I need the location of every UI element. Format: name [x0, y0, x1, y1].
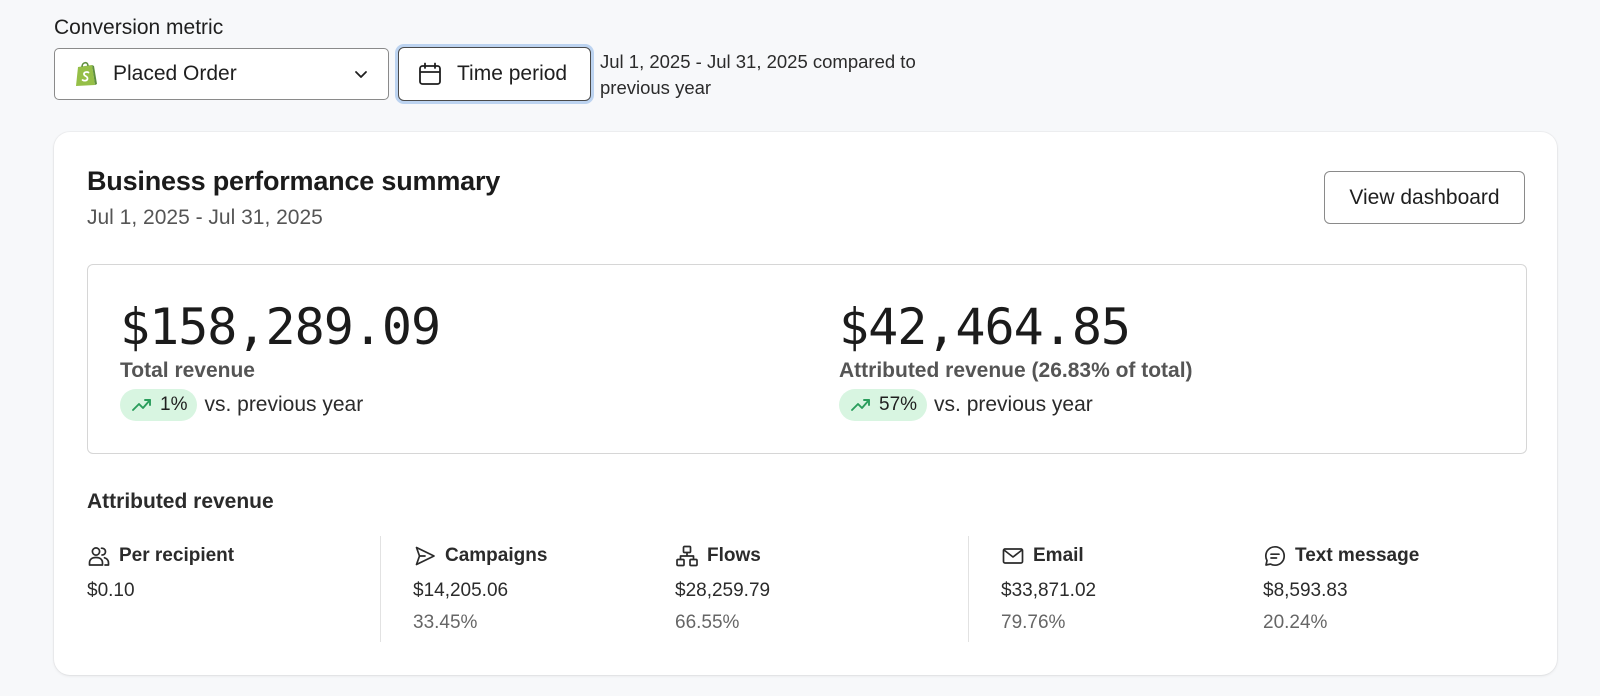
comparison-text: vs. previous year	[204, 393, 364, 416]
stat-percent: 79.76%	[1001, 612, 1066, 633]
divider	[968, 536, 969, 642]
trend-up-icon	[130, 393, 154, 417]
stat-per-recipient: Per recipient $0.10	[87, 542, 234, 602]
card-title: Business performance summary	[87, 166, 501, 196]
conversion-metric-value: Placed Order	[113, 62, 237, 85]
conversion-metric-label: Conversion metric	[54, 16, 224, 39]
send-icon	[413, 544, 437, 568]
stat-label: Email	[1033, 545, 1084, 566]
attributed-revenue-heading: Attributed revenue	[87, 490, 274, 513]
attributed-revenue-block: $42,464.85 Attributed revenue (26.83% of…	[839, 297, 1193, 421]
users-icon	[87, 544, 111, 568]
stat-label: Text message	[1295, 545, 1420, 566]
total-revenue-trend: 1% vs. previous year	[120, 389, 440, 421]
business-summary-card: Business performance summary Jul 1, 2025…	[54, 132, 1557, 675]
comparison-text: vs. previous year	[934, 393, 1093, 416]
time-period-button[interactable]: Time period	[398, 47, 591, 101]
stat-value: $28,259.79	[675, 580, 771, 601]
message-icon	[1263, 544, 1287, 568]
change-badge: 1%	[120, 389, 198, 421]
divider	[380, 536, 381, 642]
mail-icon	[1001, 544, 1025, 568]
view-dashboard-button[interactable]: View dashboard	[1324, 171, 1525, 224]
attributed-revenue-label: Attributed revenue (26.83% of total)	[839, 359, 1193, 382]
time-period-label: Time period	[457, 62, 568, 85]
total-revenue-block: $158,289.09 Total revenue 1% vs. previou…	[120, 297, 441, 421]
trend-up-icon	[849, 393, 873, 417]
stat-label: Per recipient	[119, 545, 235, 566]
change-value: 57%	[879, 394, 918, 415]
flow-icon	[675, 544, 699, 568]
conversion-metric-select[interactable]: Placed Order	[54, 48, 389, 100]
total-revenue-amount: $158,289.09	[120, 298, 441, 356]
calendar-icon	[417, 61, 443, 87]
stat-value: $8,593.83	[1263, 580, 1348, 601]
shopify-icon	[73, 60, 99, 88]
total-revenue-label: Total revenue	[120, 359, 255, 382]
stat-label: Flows	[707, 545, 761, 566]
stat-email: Email $33,871.02 79.76%	[1001, 542, 1096, 634]
stat-campaigns: Campaigns $14,205.06 33.45%	[413, 542, 547, 634]
stat-value: $0.10	[87, 580, 135, 601]
stat-value: $14,205.06	[413, 580, 509, 601]
chevron-down-icon	[352, 65, 370, 83]
card-date-range: Jul 1, 2025 - Jul 31, 2025	[87, 206, 323, 229]
attributed-revenue-trend: 57% vs. previous year	[839, 389, 1193, 421]
attributed-revenue-amount: $42,464.85	[839, 298, 1131, 356]
revenue-totals-panel: $158,289.09 Total revenue 1% vs. previou…	[87, 264, 1527, 454]
stat-value: $33,871.02	[1001, 580, 1097, 601]
stat-percent: 33.45%	[413, 612, 478, 633]
stat-percent: 20.24%	[1263, 612, 1328, 633]
change-badge: 57%	[839, 389, 928, 421]
stat-flows: Flows $28,259.79 66.55%	[675, 542, 770, 634]
stat-label: Campaigns	[445, 545, 548, 566]
period-description: Jul 1, 2025 - Jul 31, 2025 compared to p…	[600, 51, 916, 98]
stat-percent: 66.55%	[675, 612, 740, 633]
change-value: 1%	[160, 394, 188, 415]
stat-text-message: Text message $8,593.83 20.24%	[1263, 542, 1419, 634]
